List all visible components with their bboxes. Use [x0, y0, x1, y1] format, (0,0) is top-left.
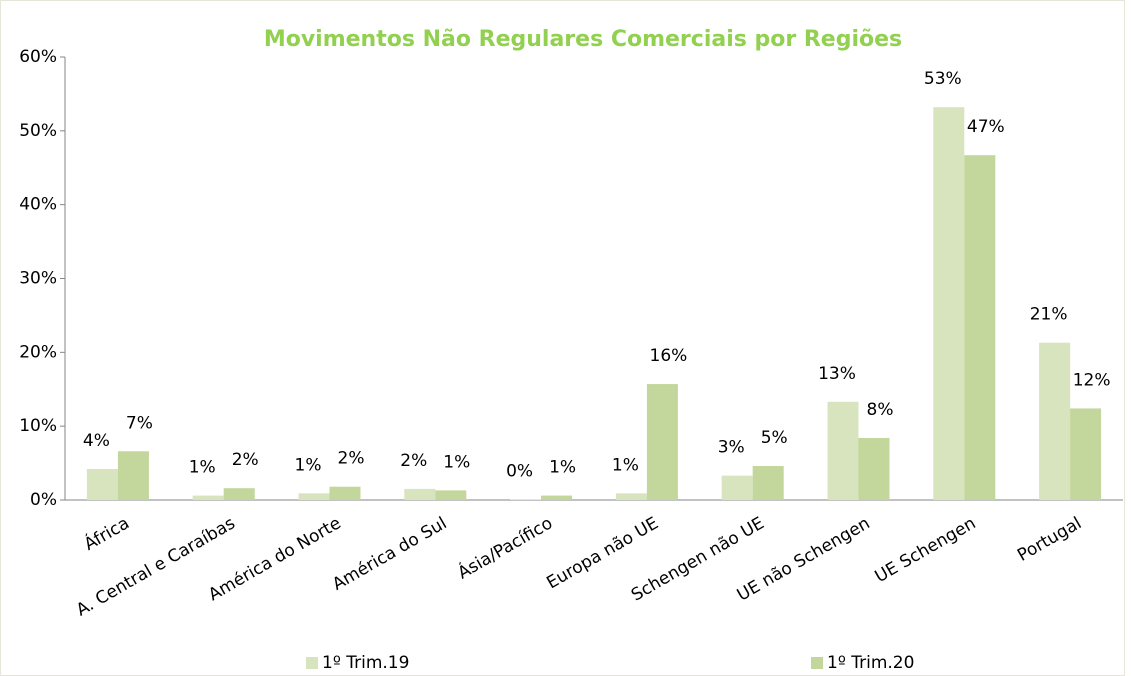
- bar: [192, 495, 224, 500]
- bar: [86, 468, 118, 500]
- bar: [329, 486, 361, 500]
- value-label: 21%: [1030, 305, 1068, 325]
- value-label: 7%: [126, 413, 153, 433]
- y-tick-label: 50%: [19, 121, 57, 141]
- y-tick-label: 40%: [19, 195, 57, 215]
- value-label: 2%: [338, 449, 365, 469]
- value-label: 1%: [549, 458, 576, 478]
- legend-swatch: [811, 657, 823, 669]
- bar: [964, 155, 996, 500]
- bar: [298, 493, 330, 500]
- value-label: 4%: [83, 431, 110, 451]
- bar: [1039, 342, 1071, 500]
- value-label: 53%: [924, 69, 962, 89]
- value-label: 1%: [189, 458, 216, 478]
- bar: [721, 475, 753, 500]
- legend-swatch: [306, 657, 318, 669]
- value-label: 1%: [295, 455, 322, 475]
- y-tick-label: 0%: [30, 490, 57, 510]
- bar: [435, 490, 467, 500]
- bar: [646, 384, 678, 500]
- bar: [541, 495, 573, 500]
- value-label: 12%: [1073, 370, 1111, 390]
- value-label: 13%: [818, 364, 856, 384]
- bar: [615, 493, 647, 500]
- value-label: 3%: [718, 438, 745, 458]
- bar: [858, 437, 890, 500]
- y-tick-label: 30%: [19, 269, 57, 289]
- bar: [510, 499, 542, 500]
- value-label: 1%: [443, 452, 470, 472]
- value-label: 5%: [761, 428, 788, 448]
- y-tick-label: 20%: [19, 342, 57, 362]
- bar: [752, 466, 784, 500]
- bar: [827, 401, 859, 500]
- legend-label: 1º Trim.20: [827, 653, 914, 673]
- value-label: 0%: [506, 461, 533, 481]
- chart-title: Movimentos Não Regulares Comerciais por …: [264, 27, 902, 52]
- value-label: 2%: [400, 451, 427, 471]
- value-label: 8%: [867, 400, 894, 420]
- value-label: 16%: [650, 346, 688, 366]
- legend-label: 1º Trim.19: [322, 653, 409, 673]
- y-tick-label: 10%: [19, 416, 57, 436]
- value-label: 2%: [232, 450, 259, 470]
- y-tick-label: 60%: [19, 47, 57, 67]
- value-label: 1%: [612, 455, 639, 475]
- value-label: 47%: [967, 117, 1005, 137]
- bar: [404, 488, 436, 500]
- bar: [933, 107, 965, 500]
- bar: [1070, 408, 1102, 500]
- bar: [117, 451, 149, 500]
- bar: [223, 488, 255, 500]
